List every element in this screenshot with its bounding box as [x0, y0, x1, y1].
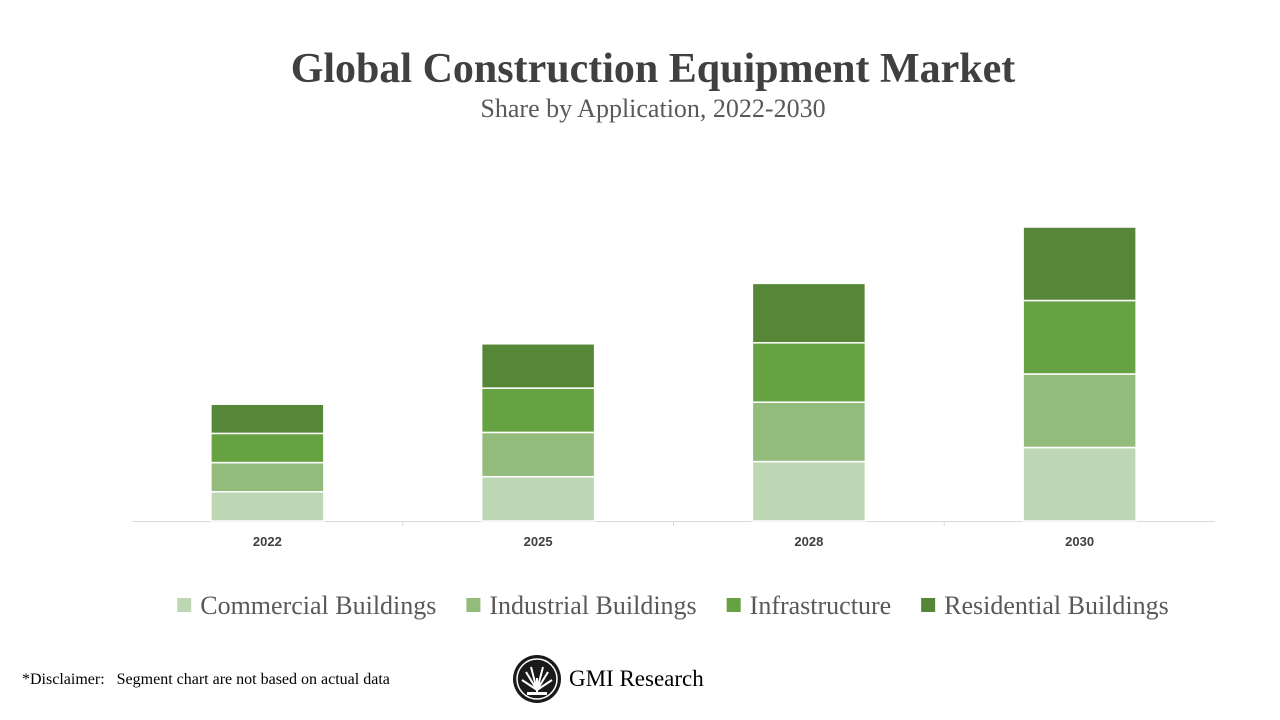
chart-title: Global Construction Equipment Market	[291, 46, 1016, 92]
legend-label: Residential Buildings	[944, 591, 1169, 620]
legend-label: Commercial Buildings	[200, 591, 436, 620]
bar-segment	[210, 491, 325, 522]
logo	[513, 655, 561, 703]
bar-segment	[210, 461, 325, 493]
legend-marker	[726, 598, 741, 612]
bar-segment	[751, 342, 867, 403]
chart-subtitle: Share by Application, 2022-2030	[480, 94, 825, 123]
bar-segment	[210, 403, 325, 435]
bar-segment	[480, 475, 596, 522]
bar-segment	[480, 343, 596, 389]
brand: GMI Research	[569, 666, 704, 691]
bar-segment	[480, 431, 596, 478]
legend-marker	[921, 598, 936, 612]
bar-segment	[1022, 446, 1137, 522]
legend-marker	[177, 598, 192, 612]
bar-segment	[1022, 299, 1137, 375]
x-tick-label: 2022	[253, 534, 282, 549]
bar-segment	[751, 460, 867, 522]
bar-segment	[480, 387, 596, 434]
bar-segment	[751, 282, 867, 344]
legend-marker	[466, 598, 481, 612]
bar-segment	[1022, 226, 1137, 302]
bar-segment	[210, 432, 325, 464]
x-tick-label: 2030	[1065, 534, 1094, 549]
bar-segment	[1022, 373, 1137, 449]
x-tick-label: 2025	[524, 534, 553, 549]
legend-label: Industrial Buildings	[489, 591, 696, 620]
legend-label: Infrastructure	[750, 591, 891, 620]
x-tick-label: 2028	[794, 534, 823, 549]
disclaimer: *Disclaimer: Segment chart are not based…	[22, 671, 390, 688]
bar-segment	[751, 401, 867, 463]
